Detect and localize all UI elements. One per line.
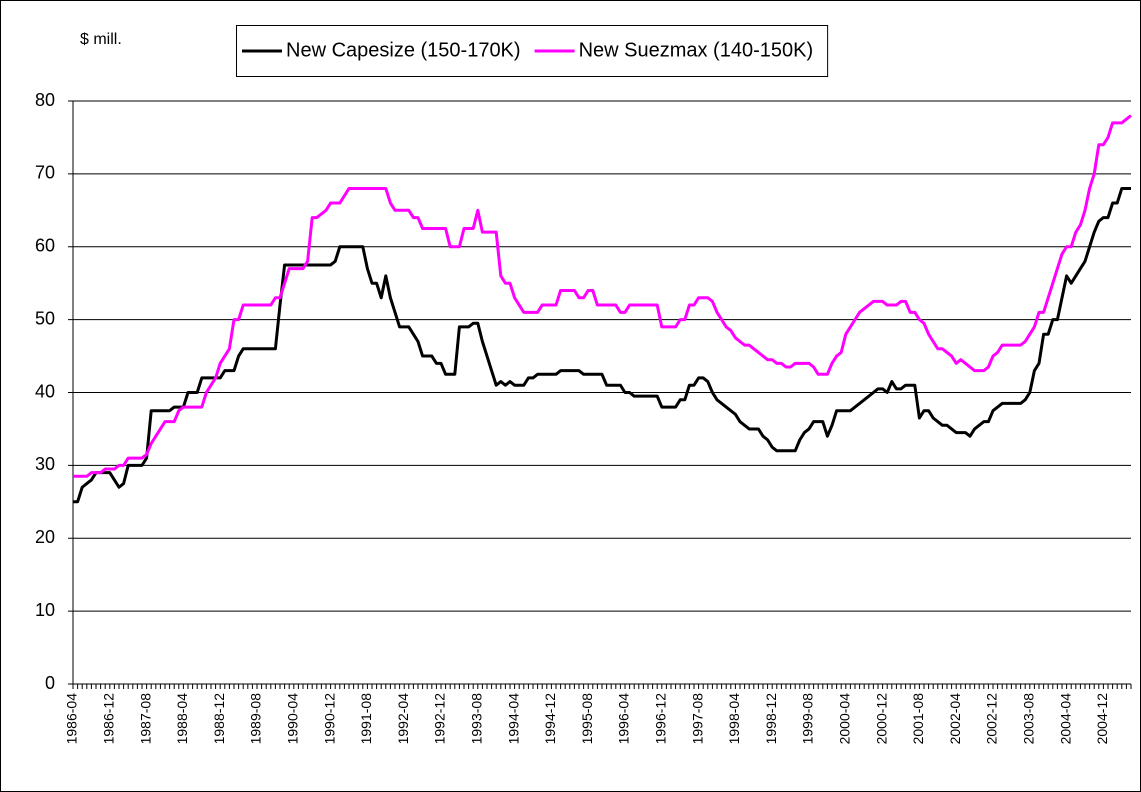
x-tick-label: 1989-08 [248,693,264,745]
y-axis-label: $ mill. [80,31,122,48]
x-tick-label: 1992-04 [395,693,411,745]
x-tick-label: 1998-04 [726,693,742,745]
x-tick-label: 1987-08 [137,693,153,745]
x-tick-label: 2004-04 [1057,693,1073,745]
x-tick-label: 2000-04 [837,693,853,745]
x-tick-label: 1996-12 [653,693,669,745]
x-tick-label: 1988-04 [174,693,190,745]
legend: New Capesize (150-170K) New Suezmax (140-… [236,25,829,77]
x-tick-label: 1990-04 [285,693,301,745]
series-line [73,114,1132,478]
x-tick-label: 1998-12 [763,693,779,745]
x-tick-label: 1999-08 [800,693,816,745]
x-tick-label: 1994-04 [505,693,521,745]
y-tick-label: 70 [35,163,55,183]
y-tick-label: 80 [35,90,55,110]
x-tick-label: 1995-08 [579,693,595,745]
x-tick-label: 1994-12 [542,693,558,745]
y-tick-label: 30 [35,454,55,474]
x-tick-label: 2000-12 [873,693,889,745]
x-tick-label: 2002-12 [984,693,1000,745]
y-tick-label: 60 [35,236,55,256]
x-tick-label: 1988-12 [211,693,227,745]
y-tick-label: 10 [35,600,55,620]
x-tick-label: 2004-12 [1094,693,1110,745]
legend-box [236,25,829,77]
x-tick-label: 1990-12 [321,693,337,745]
x-tick-label: 1996-04 [616,693,632,745]
y-tick-label: 0 [45,673,55,693]
y-tick-label: 40 [35,381,55,401]
x-tick-label: 2002-04 [947,693,963,745]
legend-label: New Capesize (150-170K) [286,39,521,61]
series-line [73,186,1131,504]
y-tick-label: 20 [35,527,55,547]
x-tick-label: 1993-08 [469,693,485,745]
x-tick-label: 1986-04 [64,693,80,745]
x-tick-label: 2003-08 [1021,693,1037,745]
y-tick-label: 50 [35,308,55,328]
x-tick-label: 1992-12 [432,693,448,745]
legend-label: New Suezmax (140-150K) [579,39,814,61]
x-tick-label: 1997-08 [689,693,705,745]
x-tick-label: 1986-12 [101,693,117,745]
x-tick-label: 1991-08 [358,693,374,745]
x-tick-label: 2001-08 [910,693,926,745]
